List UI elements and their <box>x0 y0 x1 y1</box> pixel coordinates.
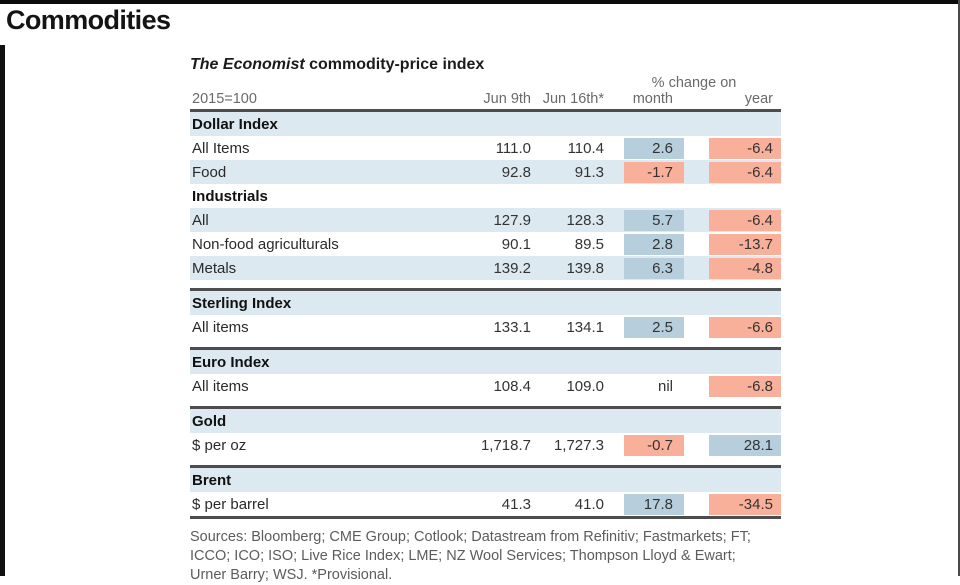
table-row: All items 108.4 109.0 nil -6.8 <box>190 374 781 398</box>
row-label: $ per barrel <box>192 495 269 513</box>
window-right-border <box>958 0 960 576</box>
page-left-rule <box>0 45 5 576</box>
value-jun9: 41.3 <box>501 495 531 513</box>
value-jun16: 91.3 <box>574 163 604 181</box>
year-change-chip: -6.4 <box>709 137 781 159</box>
commodity-price-table: The Economist commodity-price index % ch… <box>190 55 781 585</box>
table-row: Food 92.8 91.3 -1.7 -6.4 <box>190 160 781 184</box>
section-header-dollar-index: Dollar Index <box>190 112 781 136</box>
col-header-base: 2015=100 <box>192 91 257 107</box>
section-title: Dollar Index <box>192 115 278 133</box>
section-rule <box>190 347 781 350</box>
row-label: $ per oz <box>192 436 247 454</box>
section-title: Sterling Index <box>192 294 292 312</box>
value-jun9: 139.2 <box>493 259 531 277</box>
section-rule <box>190 465 781 468</box>
value-jun16: 1,727.3 <box>553 436 604 454</box>
column-headers: 2015=100 Jun 9th Jun 16th* month year <box>190 91 781 107</box>
section-title: Euro Index <box>192 353 270 371</box>
value-jun9: 127.9 <box>493 211 531 229</box>
month-change-chip: 5.7 <box>624 209 684 231</box>
section-header-gold: Gold <box>190 409 781 433</box>
value-jun16: 110.4 <box>567 139 604 157</box>
value-jun9: 92.8 <box>501 163 531 181</box>
row-label: Food <box>192 163 227 181</box>
section-title: Gold <box>192 412 227 430</box>
col-header-jun16: Jun 16th* <box>542 91 604 107</box>
value-jun9: 108.4 <box>493 377 531 395</box>
value-jun9: 111.0 <box>495 139 531 157</box>
col-header-jun9: Jun 9th <box>483 91 531 107</box>
value-jun16: 109.0 <box>566 377 604 395</box>
pct-change-label: % change on <box>651 75 737 91</box>
section-title: Brent <box>192 471 232 489</box>
section-rule <box>190 406 781 409</box>
month-change-chip: 2.5 <box>624 316 684 338</box>
month-change-chip: nil <box>657 377 673 395</box>
table-row: $ per barrel 41.3 41.0 17.8 -34.5 <box>190 492 781 516</box>
row-label: All Items <box>192 139 250 157</box>
year-change-chip: -13.7 <box>709 233 781 255</box>
sources-line: Sources: Bloomberg; CME Group; Cotlook; … <box>190 529 751 545</box>
row-label: All <box>192 211 209 229</box>
section-title: Industrials <box>192 187 268 205</box>
year-change-chip: -4.8 <box>709 257 781 279</box>
month-change-chip: -1.7 <box>624 161 684 183</box>
month-change-chip: 2.6 <box>624 137 684 159</box>
sources-line: ICCO; ICO; ISO; Live Rice Index; LME; NZ… <box>190 548 736 564</box>
year-change-chip: -6.6 <box>709 316 781 338</box>
section-gap <box>190 280 781 286</box>
value-jun9: 133.1 <box>493 318 531 336</box>
table-title: The Economist commodity-price index <box>190 55 781 75</box>
section-header-sterling-index: Sterling Index <box>190 291 781 315</box>
table-row: Metals 139.2 139.8 6.3 -4.8 <box>190 256 781 280</box>
col-header-month: month <box>632 91 673 107</box>
row-label: Metals <box>192 259 237 277</box>
row-label: Non-food agriculturals <box>192 235 339 253</box>
page-title: Commodities <box>6 5 171 35</box>
value-jun9: 90.1 <box>501 235 531 253</box>
section-header-euro-index: Euro Index <box>190 350 781 374</box>
table-row: Non-food agriculturals 90.1 89.5 2.8 -13… <box>190 232 781 256</box>
year-change-chip: -6.8 <box>709 375 781 397</box>
section-header-brent: Brent <box>190 468 781 492</box>
table-row: $ per oz 1,718.7 1,727.3 -0.7 28.1 <box>190 433 781 457</box>
value-jun16: 128.3 <box>566 211 604 229</box>
table-rule-top <box>190 109 781 112</box>
month-change-chip: -0.7 <box>624 434 684 456</box>
year-change-chip: -34.5 <box>709 493 781 515</box>
table-row: All 127.9 128.3 5.7 -6.4 <box>190 208 781 232</box>
year-change-chip: -6.4 <box>709 209 781 231</box>
year-change-chip: 28.1 <box>709 434 781 456</box>
col-header-year: year <box>744 91 773 107</box>
row-label: All items <box>192 377 249 395</box>
table-title-rest: commodity-price index <box>304 56 485 73</box>
month-change-chip: 6.3 <box>624 257 684 279</box>
value-jun16: 134.1 <box>566 318 604 336</box>
section-rule <box>190 288 781 291</box>
table-header-top: % change on <box>190 75 781 91</box>
sources-note: Sources: Bloomberg; CME Group; Cotlook; … <box>190 528 775 585</box>
value-jun16: 139.8 <box>566 259 604 277</box>
value-jun9: 1,718.7 <box>480 436 531 454</box>
section-gap <box>190 457 781 463</box>
table-row: All items 133.1 134.1 2.5 -6.6 <box>190 315 781 339</box>
table-title-publication: The Economist <box>190 56 305 73</box>
year-change-chip: -6.4 <box>709 161 781 183</box>
row-label: All items <box>192 318 249 336</box>
value-jun16: 89.5 <box>574 235 604 253</box>
table-rule-bottom <box>190 516 781 519</box>
month-change-chip: 2.8 <box>624 233 684 255</box>
window-top-border <box>0 0 960 4</box>
section-gap <box>190 398 781 404</box>
table-row: All Items 111.0 110.4 2.6 -6.4 <box>190 136 781 160</box>
section-gap <box>190 339 781 345</box>
section-header-industrials: Industrials <box>190 184 781 208</box>
month-change-chip: 17.8 <box>624 493 684 515</box>
value-jun16: 41.0 <box>574 495 604 513</box>
